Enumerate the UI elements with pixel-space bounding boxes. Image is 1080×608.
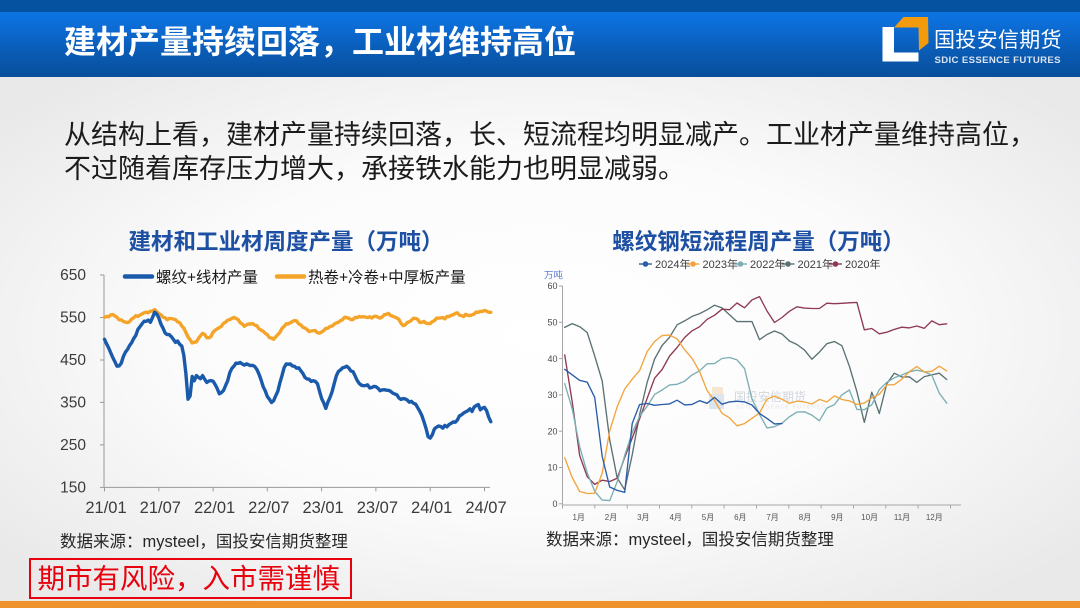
svg-text:6月: 6月 [734, 512, 746, 523]
svg-text:2020年: 2020年 [845, 256, 880, 272]
svg-text:650: 650 [60, 263, 86, 285]
svg-text:20: 20 [547, 424, 557, 437]
svg-text:150: 150 [60, 476, 86, 498]
svg-text:21/01: 21/01 [85, 494, 126, 518]
svg-text:9月: 9月 [831, 512, 843, 523]
svg-text:建材和工业材周度产量（万吨）: 建材和工业材周度产量（万吨） [128, 225, 443, 257]
svg-text:2024年: 2024年 [655, 256, 690, 272]
svg-text:2022年: 2022年 [750, 256, 785, 272]
svg-text:11月: 11月 [894, 512, 910, 523]
svg-text:10: 10 [547, 461, 557, 474]
svg-text:22/01: 22/01 [194, 494, 235, 518]
svg-text:国投安信期货: 国投安信期货 [734, 388, 806, 405]
svg-text:60: 60 [547, 279, 557, 292]
svg-text:2月: 2月 [605, 512, 617, 523]
svg-text:23/01: 23/01 [302, 494, 343, 518]
svg-text:10月: 10月 [861, 512, 878, 523]
svg-text:21/07: 21/07 [140, 494, 181, 518]
svg-text:23/07: 23/07 [357, 494, 398, 518]
svg-text:1月: 1月 [572, 512, 584, 523]
svg-text:250: 250 [60, 433, 86, 455]
svg-text:40: 40 [547, 352, 557, 365]
svg-text:350: 350 [60, 391, 86, 413]
svg-text:4月: 4月 [669, 512, 681, 523]
svg-text:3月: 3月 [637, 512, 649, 523]
svg-text:0: 0 [552, 497, 557, 510]
svg-text:螺纹钢短流程周产量（万吨）: 螺纹钢短流程周产量（万吨） [612, 225, 905, 257]
svg-text:450: 450 [60, 348, 86, 370]
svg-text:螺纹+线材产量: 螺纹+线材产量 [156, 266, 258, 288]
svg-text:22/07: 22/07 [248, 494, 289, 518]
svg-text:7月: 7月 [766, 512, 778, 523]
svg-text:12月: 12月 [926, 512, 943, 523]
svg-text:2021年: 2021年 [798, 256, 833, 272]
svg-text:24/07: 24/07 [465, 494, 506, 518]
svg-text:SDIC ESSENCE FUTURES: SDIC ESSENCE FUTURES [736, 403, 826, 411]
svg-text:2023年: 2023年 [703, 256, 738, 272]
svg-text:24/01: 24/01 [411, 494, 452, 518]
svg-text:50: 50 [547, 316, 557, 329]
svg-text:8月: 8月 [799, 512, 811, 523]
svg-text:热卷+冷卷+中厚板产量: 热卷+冷卷+中厚板产量 [308, 266, 466, 288]
svg-text:5月: 5月 [702, 512, 714, 523]
svg-text:万吨: 万吨 [544, 268, 564, 282]
svg-text:550: 550 [60, 306, 86, 328]
svg-text:30: 30 [547, 388, 557, 401]
